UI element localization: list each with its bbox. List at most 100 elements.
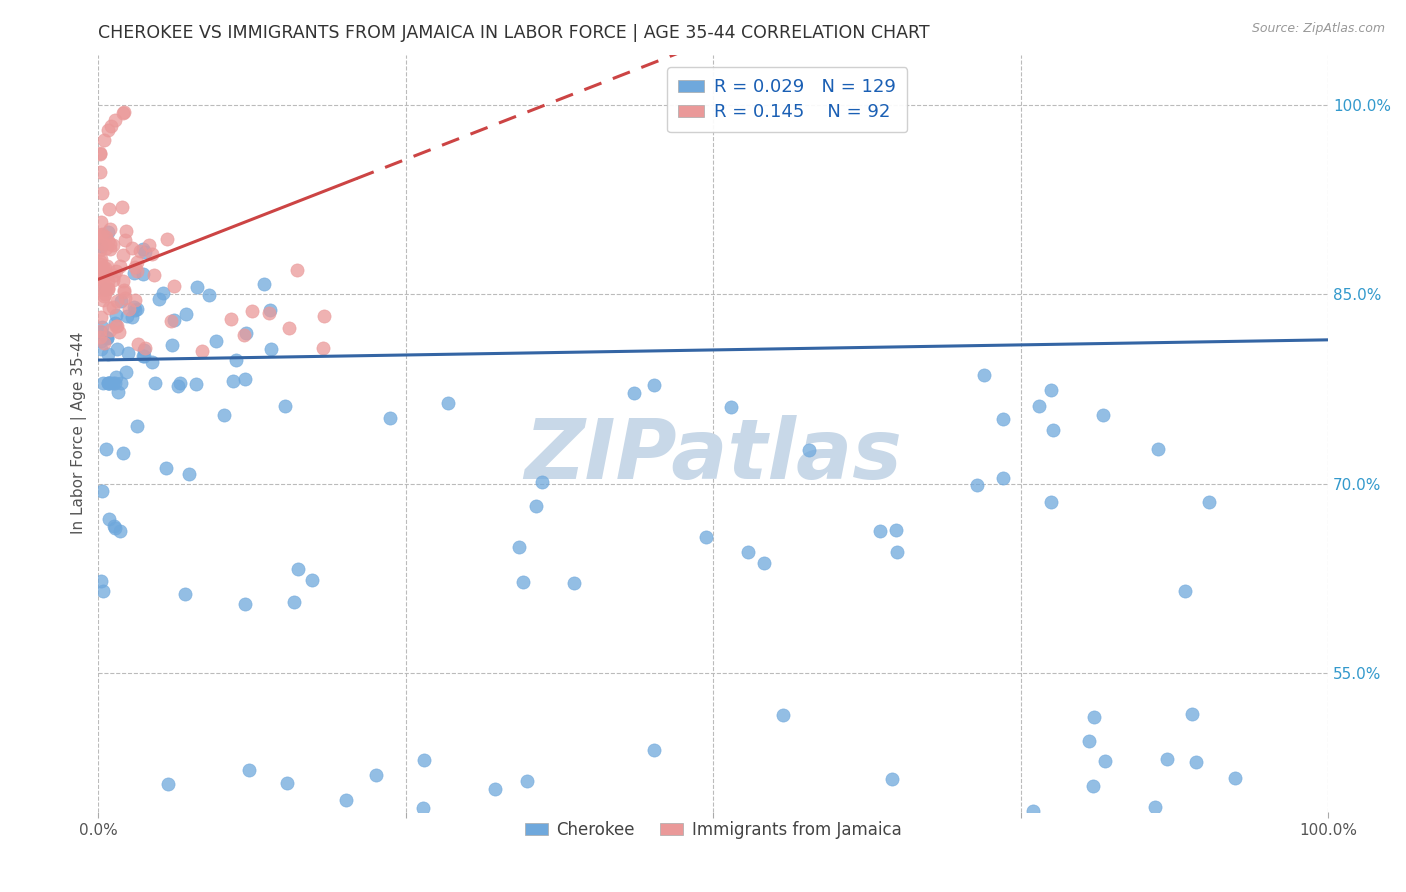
Point bbox=[98, 221, 121, 235]
Point bbox=[104, 376, 127, 390]
Point bbox=[94, 242, 117, 256]
Point bbox=[238, 763, 260, 777]
Point bbox=[186, 376, 208, 391]
Point bbox=[1083, 709, 1105, 723]
Point bbox=[98, 242, 121, 256]
Point bbox=[257, 306, 280, 320]
Point bbox=[89, 324, 111, 338]
Point bbox=[96, 331, 118, 345]
Point bbox=[886, 545, 908, 559]
Point bbox=[1223, 771, 1246, 785]
Point bbox=[141, 355, 163, 369]
Point bbox=[148, 292, 170, 306]
Point bbox=[97, 282, 120, 296]
Point bbox=[991, 471, 1014, 485]
Point bbox=[111, 105, 134, 120]
Point bbox=[225, 353, 247, 368]
Point bbox=[96, 331, 118, 345]
Point bbox=[127, 255, 149, 269]
Point bbox=[253, 277, 276, 292]
Y-axis label: In Labor Force | Age 35-44: In Labor Force | Age 35-44 bbox=[72, 332, 87, 534]
Point bbox=[737, 545, 759, 559]
Point bbox=[105, 264, 128, 278]
Point bbox=[97, 347, 120, 361]
Point bbox=[412, 801, 434, 815]
Point bbox=[287, 562, 309, 576]
Point bbox=[90, 310, 112, 324]
Point bbox=[114, 233, 136, 247]
Point bbox=[156, 232, 179, 246]
Point bbox=[100, 119, 122, 133]
Point bbox=[91, 271, 114, 285]
Point bbox=[91, 483, 114, 498]
Point bbox=[186, 280, 208, 294]
Point bbox=[103, 268, 125, 282]
Point bbox=[191, 343, 214, 358]
Point bbox=[797, 443, 820, 458]
Point bbox=[103, 300, 125, 314]
Point bbox=[124, 303, 146, 318]
Point bbox=[128, 244, 150, 258]
Point bbox=[314, 309, 336, 323]
Point bbox=[169, 376, 191, 390]
Point bbox=[89, 228, 111, 243]
Point bbox=[98, 237, 121, 252]
Point bbox=[90, 319, 112, 334]
Point bbox=[93, 133, 115, 147]
Point bbox=[117, 346, 139, 360]
Point bbox=[93, 279, 115, 293]
Point bbox=[1091, 409, 1114, 423]
Point bbox=[112, 274, 135, 288]
Point bbox=[235, 326, 257, 340]
Point bbox=[179, 467, 201, 481]
Point bbox=[273, 399, 295, 413]
Point bbox=[235, 597, 257, 611]
Point bbox=[260, 343, 283, 357]
Point bbox=[110, 376, 132, 390]
Point bbox=[105, 342, 128, 356]
Text: Source: ZipAtlas.com: Source: ZipAtlas.com bbox=[1251, 22, 1385, 36]
Point bbox=[90, 239, 112, 253]
Point bbox=[97, 234, 120, 248]
Point bbox=[212, 409, 235, 423]
Point bbox=[142, 268, 165, 282]
Point bbox=[104, 319, 127, 334]
Point bbox=[110, 293, 132, 308]
Point bbox=[90, 271, 112, 285]
Point bbox=[643, 743, 665, 757]
Point bbox=[1040, 383, 1063, 397]
Point bbox=[1040, 495, 1063, 509]
Point bbox=[93, 260, 115, 274]
Point bbox=[364, 768, 387, 782]
Point bbox=[127, 263, 149, 277]
Point bbox=[89, 147, 111, 161]
Point bbox=[1042, 423, 1064, 437]
Point bbox=[1094, 754, 1116, 768]
Point bbox=[90, 334, 112, 348]
Point bbox=[112, 247, 135, 261]
Point bbox=[94, 286, 117, 301]
Point bbox=[124, 266, 146, 280]
Point bbox=[752, 556, 775, 570]
Point bbox=[90, 265, 112, 279]
Point bbox=[96, 259, 118, 273]
Point bbox=[134, 342, 156, 356]
Point bbox=[884, 523, 907, 537]
Point bbox=[1146, 442, 1168, 457]
Point bbox=[103, 272, 125, 286]
Point bbox=[94, 282, 117, 296]
Point bbox=[94, 330, 117, 344]
Point bbox=[643, 377, 665, 392]
Point bbox=[127, 336, 149, 351]
Point bbox=[105, 319, 128, 334]
Point bbox=[125, 418, 148, 433]
Point bbox=[335, 793, 357, 807]
Point bbox=[1184, 755, 1206, 769]
Point bbox=[174, 587, 197, 601]
Point bbox=[93, 289, 115, 303]
Point bbox=[222, 374, 245, 388]
Point bbox=[97, 376, 120, 390]
Point bbox=[141, 247, 163, 261]
Point bbox=[91, 293, 114, 308]
Point bbox=[121, 310, 143, 325]
